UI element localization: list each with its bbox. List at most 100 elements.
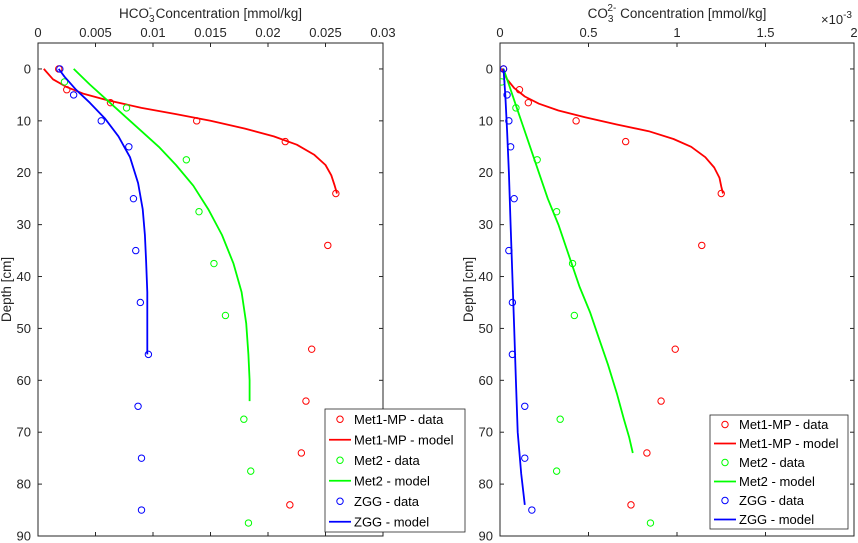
y-tick-label: 30 (17, 217, 31, 232)
legend: Met1-MP - data Met1-MP - model Met2 - data… (324, 408, 466, 533)
data-point-met2-data (60, 78, 69, 86)
title-sup: 2- (607, 3, 616, 14)
legend-entry: ZGG - data (739, 493, 805, 508)
legend-circle-marker (336, 456, 344, 464)
y-tick-label: 40 (479, 269, 493, 284)
y-tick-label: 90 (17, 529, 31, 543)
data-point-met1-mp-data (308, 345, 316, 353)
data-point-met2-data (570, 311, 579, 320)
x-tick-label: 0.01 (140, 25, 165, 40)
y-tick-label: 20 (479, 165, 493, 180)
data-point-met1-mp-data (698, 241, 706, 250)
chart-title: HCO3- Concentration [mmol/kg] (119, 3, 302, 25)
y-tick-label: 70 (17, 425, 31, 440)
data-point-met2-data (240, 415, 248, 423)
chart-panel-1: 0 0.005 0.01 0.015 0.02 0.025 0.03 0 10 20 30 40 50 6… (0, 3, 466, 543)
y-axis-label: Depth [cm] (0, 257, 14, 322)
plot-area (43, 65, 340, 527)
data-point-zgg-data (528, 506, 536, 514)
x-tick-label: 0.5 (579, 25, 597, 40)
data-point-zgg-data (144, 350, 153, 359)
legend-entry: Met1-MP - model (354, 432, 454, 447)
x-tick-label: 0 (34, 25, 41, 40)
data-point-zgg-data (129, 194, 138, 203)
y-tick-label: 70 (479, 425, 493, 440)
y-tick-label: 10 (17, 113, 31, 128)
data-point-met2-data (646, 519, 655, 527)
title-sub: 3 (149, 14, 155, 25)
data-point-met2-data (182, 156, 191, 164)
legend-circle-marker (721, 420, 729, 429)
data-point-zgg-data (134, 402, 142, 410)
data-point-met2-data (195, 207, 203, 216)
x-tick-label: 2 (850, 25, 857, 40)
x-tick-label: 0 (496, 25, 503, 40)
data-point-zgg-data (69, 91, 78, 99)
data-point-zgg-data (125, 143, 133, 151)
chart-title: CO32- Concentration [mmol/kg] (588, 3, 767, 25)
legend-entry: ZGG - data (354, 494, 420, 509)
data-point-zgg-data (56, 65, 64, 73)
data-point-met1-mp-data (643, 449, 651, 457)
y-tick-label: 10 (479, 113, 493, 128)
y-tick-label: 0 (24, 61, 31, 76)
y-tick-label: 60 (479, 373, 493, 388)
data-point-met1-mp-data (671, 345, 679, 353)
y-tick-label: 40 (17, 269, 31, 284)
legend-box (324, 408, 466, 533)
title-rest: Concentration [mmol/kg] (616, 6, 766, 21)
y-axis-label: Depth [cm] (461, 257, 476, 322)
data-point-met1-mp-data (717, 189, 725, 198)
data-point-zgg-data (137, 454, 146, 462)
series-line-met2-model (73, 68, 251, 402)
data-point-met1-mp-data (524, 98, 533, 107)
data-point-zgg-data (136, 298, 145, 307)
y-tick-label: 60 (17, 373, 31, 388)
legend: Met1-MP - data Met1-MP - model Met2 - data… (709, 414, 849, 530)
legend-circle-marker (336, 497, 344, 505)
legend-box (709, 414, 849, 530)
y-tick-label: 80 (479, 477, 493, 492)
x-tick-label: 0.02 (255, 25, 280, 40)
exponent-power: -3 (843, 10, 852, 21)
data-point-met2-data (210, 259, 218, 268)
data-point-met2-data (247, 467, 255, 475)
x-tick-label: 1.5 (756, 25, 774, 40)
data-point-met1-mp-data (627, 501, 635, 509)
title-sub: 3 (608, 14, 614, 25)
axis-exponent: ×10-3 (821, 10, 852, 27)
y-tick-label: 50 (479, 321, 493, 336)
series-line-met2-model (502, 68, 634, 454)
data-point-met1-mp-data (297, 449, 306, 457)
legend-entry: Met1-MP - data (354, 412, 444, 427)
x-tick-label: 0.015 (194, 25, 227, 40)
data-point-zgg-data (521, 454, 529, 462)
series-line-zgg-model (502, 68, 526, 506)
data-point-met1-mp-data (302, 397, 310, 405)
legend-entry: Met1-MP - model (739, 436, 839, 451)
x-tick-label: 0.025 (309, 25, 342, 40)
data-point-zgg-data (132, 246, 140, 255)
legend-entry: ZGG - model (354, 514, 429, 529)
legend-entry: Met2 - model (739, 474, 815, 489)
data-point-met1-mp-data (106, 98, 115, 107)
legend-circle-marker (721, 458, 729, 467)
data-point-met2-data (244, 519, 253, 527)
data-point-zgg-data (137, 506, 146, 514)
data-point-zgg-data (510, 194, 518, 203)
legend-circle-marker (721, 496, 729, 505)
series-line-met1-mp-model (500, 68, 724, 194)
title-main: HCO (119, 6, 149, 21)
data-point-met2-data (552, 467, 561, 475)
legend-entry: Met1-MP - data (739, 417, 829, 432)
y-tick-label: 20 (17, 165, 31, 180)
y-tick-label: 0 (486, 61, 493, 76)
legend-entry: Met2 - data (354, 453, 421, 468)
data-point-met2-data (221, 311, 230, 320)
title-rest: Concentration [mmol/kg] (152, 6, 302, 21)
plot-area (500, 65, 725, 527)
x-tick-label: 0.005 (79, 25, 112, 40)
data-point-met2-data (122, 104, 131, 112)
data-point-met1-mp-data (621, 137, 630, 146)
